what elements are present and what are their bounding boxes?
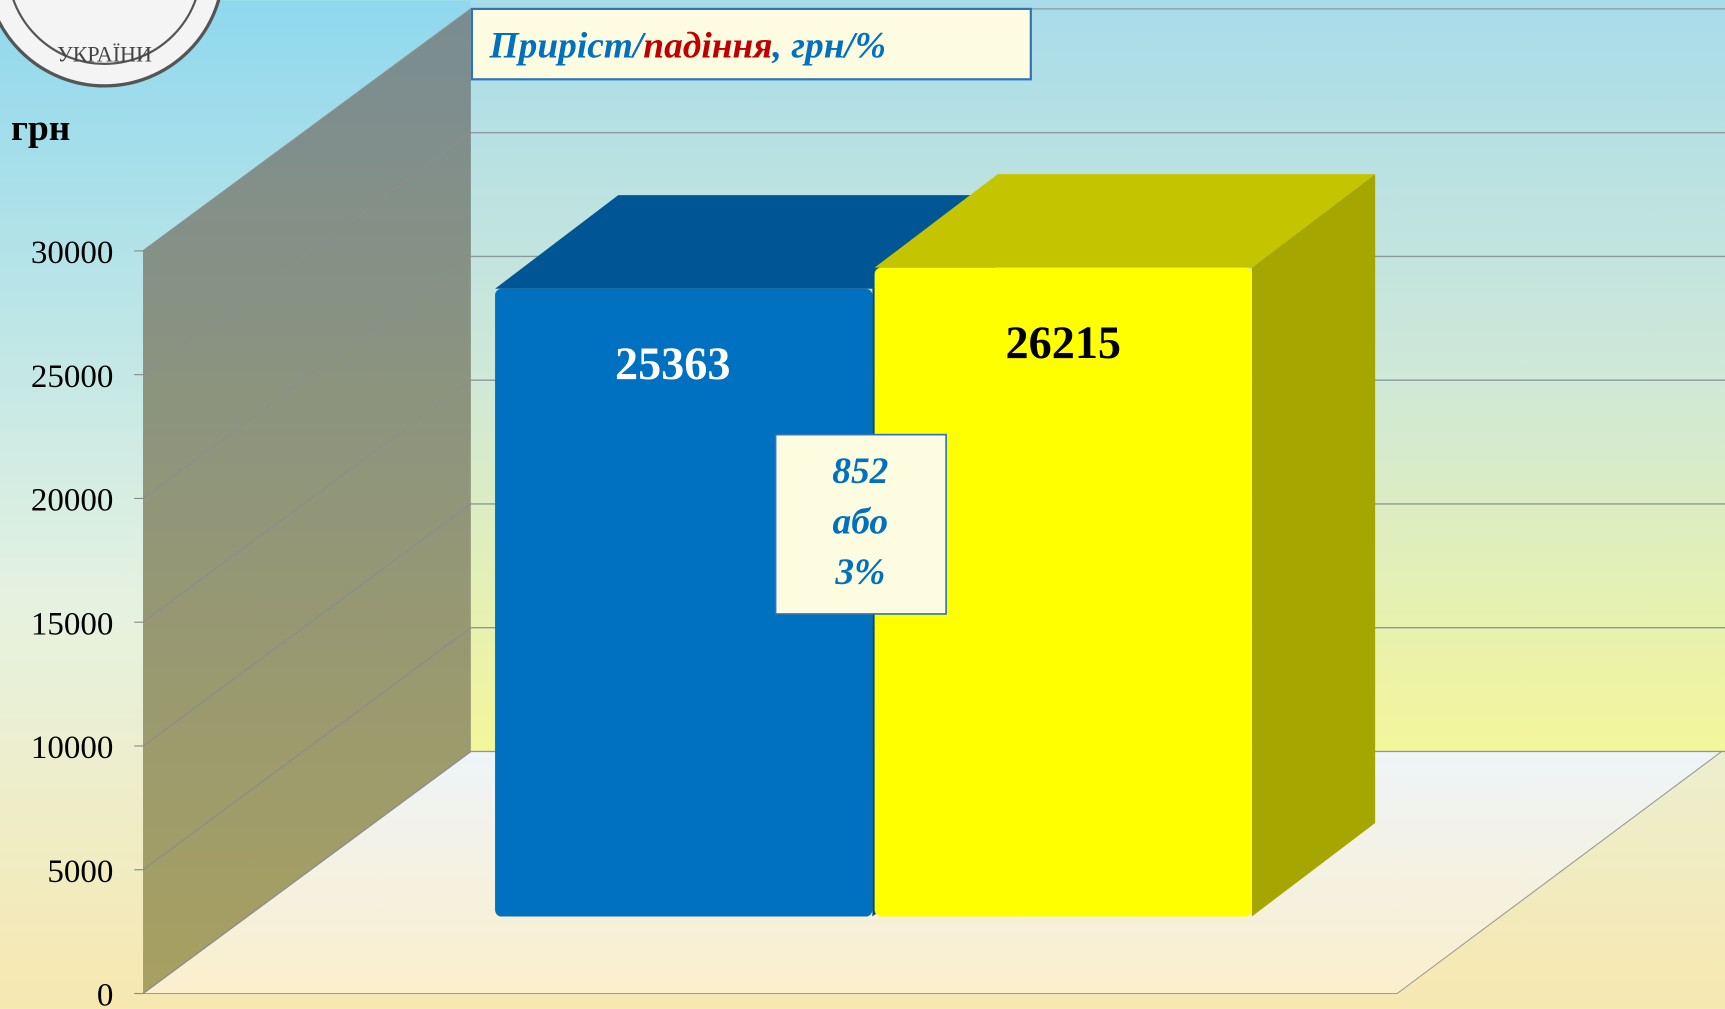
annotation-part: Приріст/ bbox=[489, 25, 647, 66]
data-label: 25363 bbox=[615, 338, 730, 389]
annotation-box bbox=[470, 7, 1032, 81]
bar-side bbox=[1251, 174, 1376, 917]
annotation: Приріст/падіння, грн/% bbox=[489, 25, 886, 66]
annotation-part: падіння bbox=[643, 25, 772, 66]
logo-seal bbox=[0, 0, 221, 88]
logo-ring bbox=[12, 0, 197, 65]
grid-line bbox=[142, 255, 472, 499]
bar-top bbox=[495, 195, 996, 289]
change-text: 852 або 3% bbox=[832, 451, 888, 593]
y-tick-label: 10000 bbox=[31, 730, 114, 766]
y-axis-label: грн bbox=[11, 108, 70, 149]
y-tick-label: 0 bbox=[97, 978, 114, 1009]
y-tick-label: 25000 bbox=[31, 359, 114, 395]
grid-line bbox=[142, 132, 472, 376]
data-label: 26215 bbox=[1006, 317, 1121, 368]
change-line: 852 bbox=[832, 451, 888, 492]
grid-line bbox=[142, 750, 472, 995]
y-tick-label: 20000 bbox=[31, 483, 114, 519]
grid-line bbox=[142, 503, 472, 747]
bar bbox=[874, 267, 1252, 917]
bar-top bbox=[874, 174, 1376, 268]
grid-line bbox=[142, 627, 472, 871]
y-tick-label: 30000 bbox=[31, 235, 114, 271]
change-box bbox=[774, 433, 947, 615]
logo: УКРАЇНИ bbox=[0, 0, 221, 88]
y-tick-label: 5000 bbox=[47, 854, 113, 890]
logo-text: УКРАЇНИ bbox=[57, 42, 152, 67]
grid-line bbox=[142, 379, 472, 623]
grid-line bbox=[142, 8, 472, 252]
change-line: або bbox=[833, 502, 889, 543]
change-line: 3% bbox=[834, 552, 885, 593]
annotation-part: , грн/% bbox=[772, 25, 887, 66]
y-tick-label: 15000 bbox=[31, 606, 114, 642]
